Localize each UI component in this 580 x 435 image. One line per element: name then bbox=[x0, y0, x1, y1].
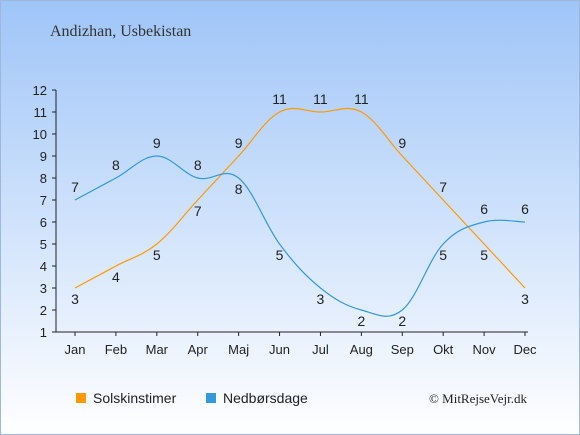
data-label-nedbrsdage: 6 bbox=[521, 201, 529, 217]
x-tick-label: Jun bbox=[269, 342, 290, 357]
x-tick-label: Apr bbox=[188, 342, 209, 357]
data-label-nedbrsdage: 9 bbox=[153, 135, 161, 151]
y-tick-label: 1 bbox=[40, 325, 47, 340]
y-tick-label: 4 bbox=[40, 259, 47, 274]
series-lines bbox=[74, 107, 526, 317]
data-label-nedbrsdage: 5 bbox=[439, 247, 447, 263]
x-tick-label: Jan bbox=[65, 342, 86, 357]
x-tick-label: Sep bbox=[391, 342, 414, 357]
y-tick-label: 5 bbox=[40, 237, 47, 252]
data-label-nedbrsdage: 6 bbox=[480, 201, 488, 217]
x-tick-label: Feb bbox=[105, 342, 127, 357]
series-line-nedbrsdage bbox=[74, 155, 526, 317]
data-labels: 3 4 5 7 9 11 11 11 9 7 5 3 7 8 9 8 8 5 3 2 2 5 6 6 bbox=[71, 91, 529, 329]
y-tick-label: 10 bbox=[33, 127, 47, 142]
x-tick-label: Mar bbox=[146, 342, 169, 357]
y-tick-label: 7 bbox=[40, 193, 47, 208]
data-label-nedbrsdage: 8 bbox=[235, 181, 243, 197]
data-label-solskinstimer: 5 bbox=[153, 247, 161, 263]
legend-label-nedborsdage: Nedbørsdage bbox=[223, 390, 308, 406]
x-tick-label: Aug bbox=[350, 342, 373, 357]
y-tick-label: 3 bbox=[40, 281, 47, 296]
data-label-solskinstimer: 3 bbox=[521, 291, 529, 307]
y-tick-label: 8 bbox=[40, 171, 47, 186]
credit-text: © MitRejseVejr.dk bbox=[429, 391, 527, 406]
legend-swatch-solskinstimer bbox=[76, 393, 86, 403]
data-label-solskinstimer: 11 bbox=[272, 91, 287, 107]
data-label-solskinstimer: 9 bbox=[398, 135, 406, 151]
y-tick-label: 6 bbox=[40, 215, 47, 230]
data-label-solskinstimer: 5 bbox=[480, 247, 488, 263]
data-label-nedbrsdage: 8 bbox=[194, 157, 202, 173]
data-label-solskinstimer: 7 bbox=[194, 203, 202, 219]
y-tick-label: 12 bbox=[33, 83, 47, 98]
data-label-solskinstimer: 9 bbox=[235, 135, 243, 151]
x-tick-label: Jul bbox=[312, 342, 329, 357]
chart-title: Andizhan, Usbekistan bbox=[50, 23, 191, 40]
data-label-nedbrsdage: 8 bbox=[112, 157, 120, 173]
y-tick-label: 2 bbox=[40, 303, 47, 318]
x-tick-label: Dec bbox=[513, 342, 537, 357]
data-label-solskinstimer: 3 bbox=[71, 291, 79, 307]
data-label-solskinstimer: 11 bbox=[354, 91, 369, 107]
legend-swatch-nedborsdage bbox=[206, 393, 216, 403]
data-label-solskinstimer: 7 bbox=[439, 179, 447, 195]
y-tick-label: 9 bbox=[40, 149, 47, 164]
legend-label-solskinstimer: Solskinstimer bbox=[93, 390, 177, 406]
data-label-nedbrsdage: 7 bbox=[71, 179, 79, 195]
x-tick-label: Maj bbox=[228, 342, 249, 357]
data-label-nedbrsdage: 3 bbox=[317, 291, 325, 307]
data-label-solskinstimer: 4 bbox=[112, 269, 120, 285]
data-label-nedbrsdage: 2 bbox=[398, 313, 406, 329]
data-label-nedbrsdage: 2 bbox=[357, 313, 365, 329]
data-label-nedbrsdage: 5 bbox=[276, 247, 284, 263]
legend: Solskinstimer Nedbørsdage bbox=[76, 390, 308, 406]
y-tick-label: 11 bbox=[34, 105, 48, 120]
x-tick-label: Nov bbox=[473, 342, 497, 357]
data-label-solskinstimer: 11 bbox=[313, 91, 328, 107]
x-tick-label: Okt bbox=[433, 342, 454, 357]
series-line-solskinstimer bbox=[74, 107, 526, 289]
